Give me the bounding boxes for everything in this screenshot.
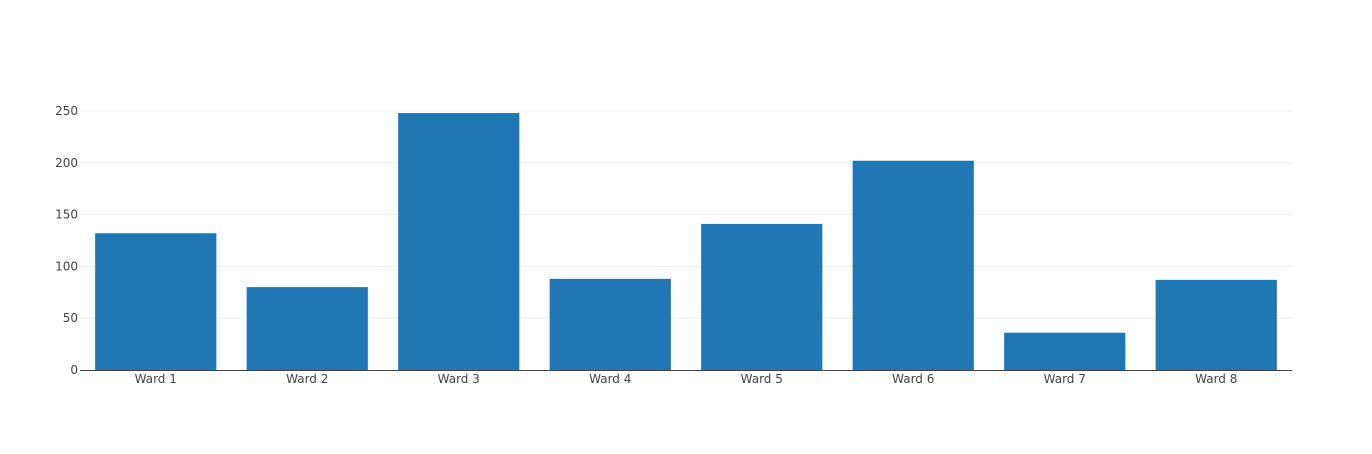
- y-tick-label: 250: [55, 104, 78, 118]
- bar-ward-3[interactable]: [398, 113, 519, 370]
- bar-ward-1[interactable]: [95, 233, 216, 370]
- bar-ward-4[interactable]: [550, 279, 671, 370]
- x-tick-label: Ward 7: [1044, 372, 1086, 386]
- x-tick-label: Ward 1: [135, 372, 177, 386]
- y-tick-label: 0: [70, 363, 78, 377]
- x-tick-label: Ward 3: [438, 372, 480, 386]
- y-tick-label: 100: [55, 259, 78, 273]
- x-tick-labels: Ward 1 Ward 2 Ward 3 Ward 4 Ward 5 Ward 6 Ward…: [135, 372, 1238, 386]
- x-tick-label: Ward 2: [286, 372, 328, 386]
- bar-ward-2[interactable]: [247, 287, 368, 370]
- bars-layer: [95, 113, 1277, 370]
- x-tick-label: Ward 5: [741, 372, 783, 386]
- bar-ward-8[interactable]: [1156, 280, 1277, 370]
- x-tick-label: Ward 8: [1195, 372, 1237, 386]
- y-tick-label: 50: [63, 311, 78, 325]
- x-tick-label: Ward 4: [589, 372, 631, 386]
- bar-ward-5[interactable]: [701, 224, 822, 370]
- x-tick-label: Ward 6: [892, 372, 934, 386]
- y-tick-label: 200: [55, 156, 78, 170]
- y-tick-label: 150: [55, 208, 78, 222]
- bar-ward-6[interactable]: [853, 161, 974, 370]
- bar-ward-7[interactable]: [1004, 333, 1125, 370]
- y-tick-labels: 0 50 100 150 200 250: [55, 104, 78, 377]
